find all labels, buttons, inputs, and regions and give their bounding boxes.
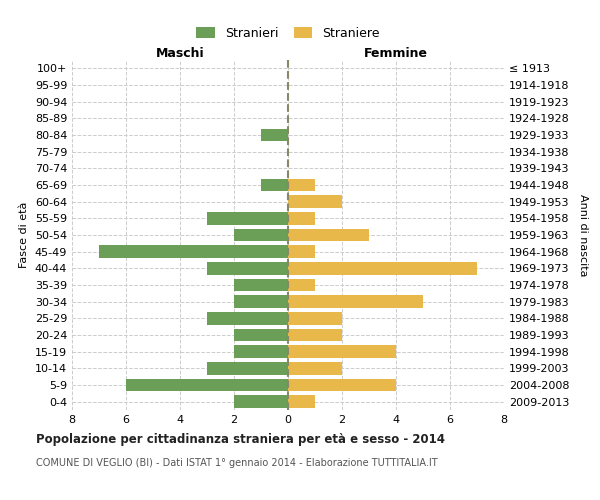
Bar — [207, 312, 288, 324]
Legend: Stranieri, Straniere: Stranieri, Straniere — [190, 21, 386, 46]
Bar — [288, 212, 315, 224]
Bar — [261, 128, 288, 141]
Y-axis label: Anni di nascita: Anni di nascita — [578, 194, 588, 276]
Bar — [234, 229, 288, 241]
Bar — [234, 279, 288, 291]
Text: Femmine: Femmine — [364, 47, 428, 60]
Text: Maschi: Maschi — [155, 47, 205, 60]
Bar — [288, 329, 342, 341]
Bar — [288, 346, 396, 358]
Bar — [234, 346, 288, 358]
Bar — [288, 179, 315, 191]
Text: Popolazione per cittadinanza straniera per età e sesso - 2014: Popolazione per cittadinanza straniera p… — [36, 432, 445, 446]
Bar — [207, 212, 288, 224]
Bar — [99, 246, 288, 258]
Bar — [288, 362, 342, 374]
Bar — [126, 379, 288, 391]
Bar — [288, 229, 369, 241]
Bar — [207, 262, 288, 274]
Bar — [288, 279, 315, 291]
Bar — [288, 246, 315, 258]
Bar — [288, 196, 342, 208]
Bar — [207, 362, 288, 374]
Bar — [234, 296, 288, 308]
Bar — [261, 179, 288, 191]
Y-axis label: Fasce di età: Fasce di età — [19, 202, 29, 268]
Bar — [234, 329, 288, 341]
Bar — [288, 396, 315, 408]
Text: COMUNE DI VEGLIO (BI) - Dati ISTAT 1° gennaio 2014 - Elaborazione TUTTITALIA.IT: COMUNE DI VEGLIO (BI) - Dati ISTAT 1° ge… — [36, 458, 437, 468]
Bar — [234, 396, 288, 408]
Bar — [288, 379, 396, 391]
Bar — [288, 312, 342, 324]
Bar — [288, 262, 477, 274]
Bar — [288, 296, 423, 308]
